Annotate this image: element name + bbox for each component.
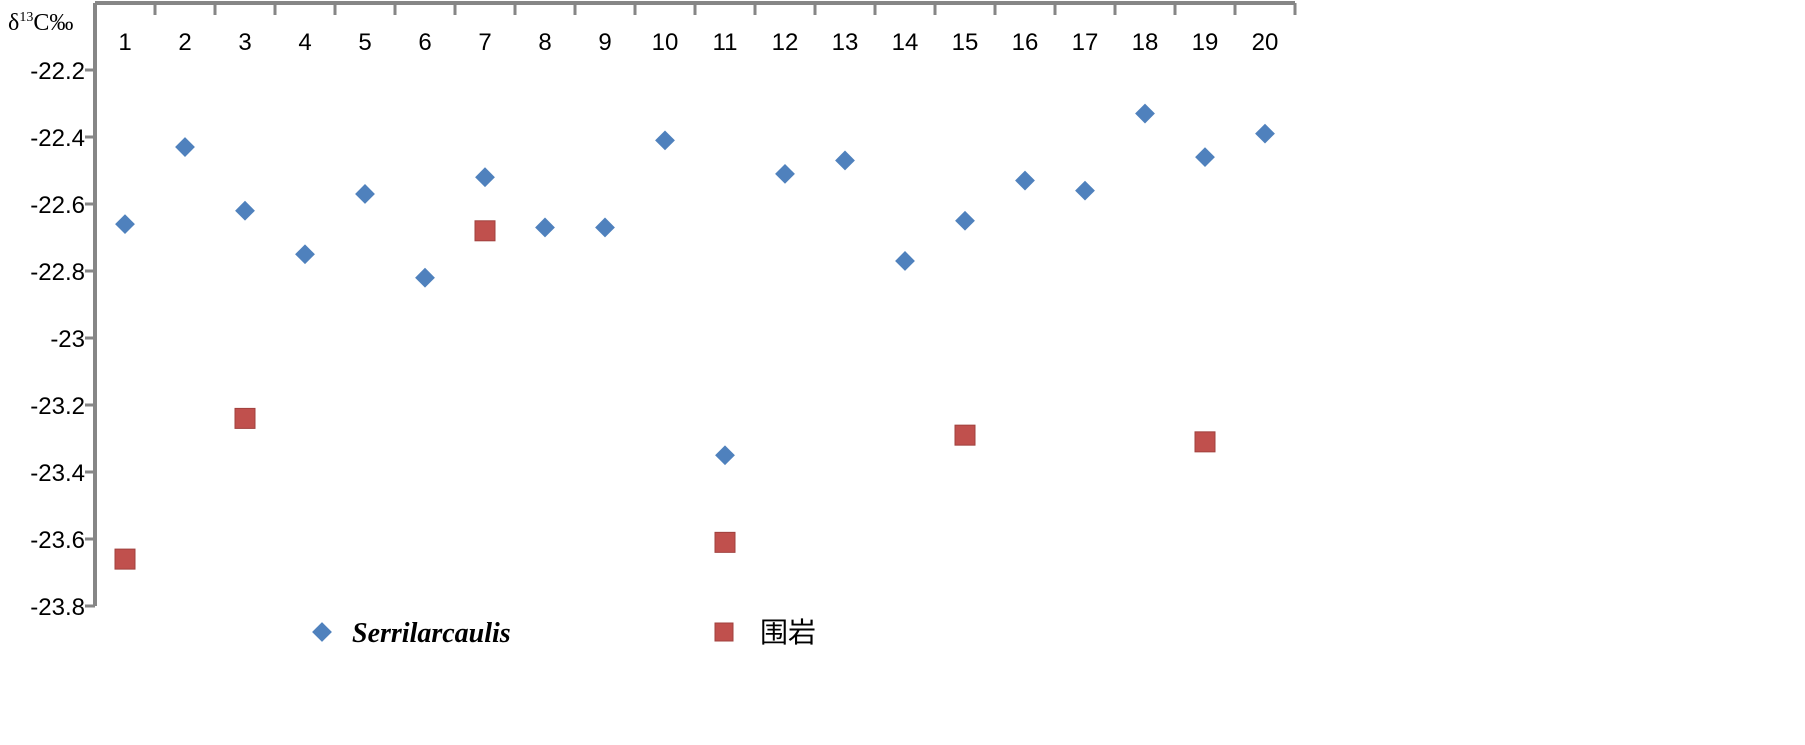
- data-point-serrilarcaulis: [595, 217, 615, 238]
- data-point-wall-rock: [234, 407, 256, 429]
- y-tick-label: -22.4: [30, 125, 85, 152]
- data-point-serrilarcaulis: [1195, 147, 1215, 167]
- data-point-wall-rock: [474, 220, 496, 242]
- x-tick-label: 13: [832, 29, 859, 56]
- y-tick-label: -23: [50, 326, 85, 353]
- axes: 1 2 3 4 5 6 7 8 9 10 11 12 13 14 15 16 17 18 19 20-22.2-22.…: [30, 1, 1297, 621]
- x-tick-label: 5: [358, 29, 371, 56]
- x-tick-label: 9: [598, 29, 611, 56]
- data-point-serrilarcaulis: [715, 445, 735, 466]
- y-tick-label: -23.6: [30, 527, 85, 554]
- x-tick-label: 12: [772, 29, 799, 56]
- x-tick-label: 1: [118, 29, 131, 56]
- y-axis-label: δ13C‰: [8, 10, 73, 36]
- legend-label-serrilarcaulis: Serrilarcaulis: [352, 618, 511, 649]
- x-tick-label: 20: [1252, 29, 1279, 56]
- x-tick-label: 7: [478, 29, 491, 56]
- data-point-serrilarcaulis: [535, 217, 555, 238]
- legend-marker-serrilarcaulis: [312, 622, 332, 642]
- data-point-serrilarcaulis: [1135, 103, 1155, 124]
- y-tick-label: -22.8: [30, 259, 85, 286]
- x-tick-label: 15: [952, 29, 979, 56]
- data-point-serrilarcaulis: [1015, 170, 1035, 191]
- data-point-serrilarcaulis: [475, 167, 495, 188]
- data-point-wall-rock: [1194, 431, 1216, 453]
- x-tick-label: 16: [1012, 29, 1039, 56]
- x-tick-label: 11: [713, 29, 738, 56]
- data-point-serrilarcaulis: [955, 210, 975, 231]
- data-point-serrilarcaulis: [1075, 180, 1095, 201]
- data-point-serrilarcaulis: [775, 163, 795, 184]
- legend-marker-wall-rock: [714, 622, 734, 642]
- data-point-serrilarcaulis: [835, 150, 855, 171]
- x-tick-label: 10: [652, 29, 679, 56]
- x-tick-label: 2: [178, 29, 191, 56]
- data-point-wall-rock: [114, 548, 136, 570]
- data-point-wall-rock: [954, 424, 976, 446]
- x-tick-label: 18: [1132, 29, 1159, 56]
- data-point-serrilarcaulis: [355, 184, 375, 204]
- legend: Serrilarcaulis 围岩: [312, 617, 816, 649]
- x-tick-label: 14: [892, 29, 919, 56]
- data-point-wall-rock: [714, 531, 736, 553]
- x-tick-label: 3: [238, 29, 251, 56]
- x-tick-label: 8: [538, 29, 551, 56]
- data-point-serrilarcaulis: [115, 214, 135, 234]
- data-point-serrilarcaulis: [655, 130, 675, 151]
- x-tick-label: 6: [418, 29, 431, 56]
- legend-label-wall-rock: 围岩: [760, 617, 816, 649]
- data-point-serrilarcaulis: [175, 137, 195, 157]
- y-tick-label: -23.4: [30, 460, 85, 487]
- data-point-serrilarcaulis: [235, 200, 255, 221]
- x-tick-label: 19: [1192, 29, 1219, 56]
- data-points: [114, 103, 1275, 570]
- y-tick-label: -22.2: [30, 58, 85, 85]
- x-tick-label: 4: [298, 29, 311, 56]
- y-tick-label: -22.6: [30, 192, 85, 219]
- y-tick-label: -23.8: [30, 594, 85, 621]
- x-tick-label: 17: [1072, 29, 1099, 56]
- data-point-serrilarcaulis: [295, 244, 315, 265]
- data-point-serrilarcaulis: [415, 267, 435, 288]
- data-point-serrilarcaulis: [895, 251, 915, 271]
- data-point-serrilarcaulis: [1255, 123, 1275, 144]
- y-tick-label: -23.2: [30, 393, 85, 420]
